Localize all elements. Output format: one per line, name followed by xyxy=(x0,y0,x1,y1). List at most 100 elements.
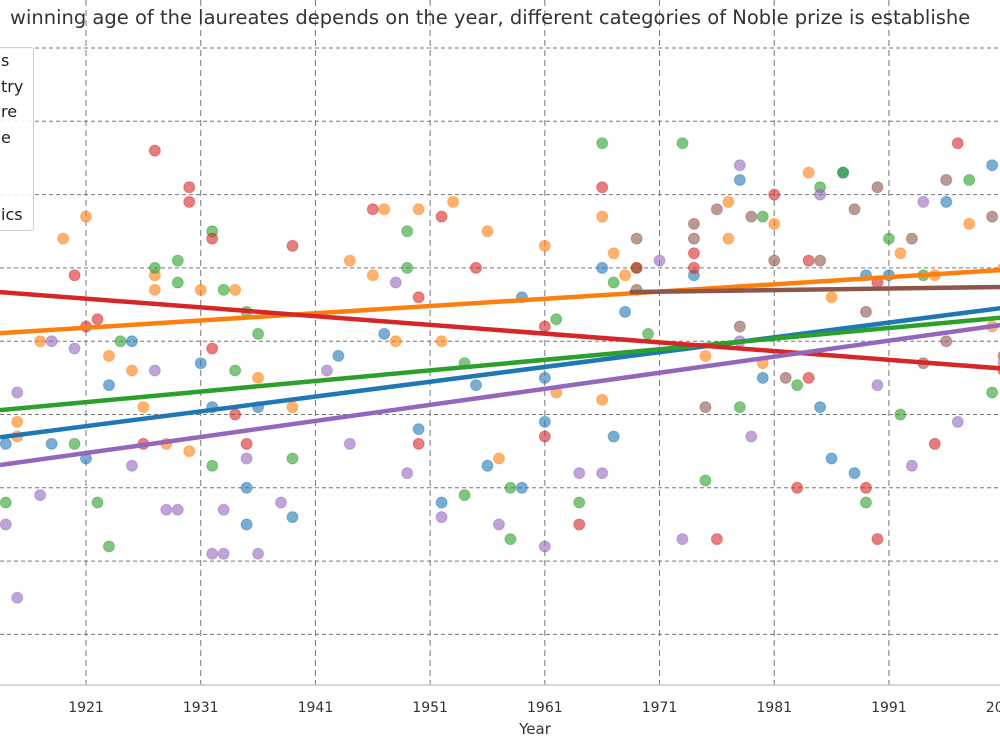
data-point xyxy=(905,232,918,245)
data-point xyxy=(148,364,161,377)
data-point xyxy=(607,430,620,443)
data-point xyxy=(963,173,976,186)
data-point xyxy=(859,481,872,494)
data-point xyxy=(435,511,448,524)
data-point xyxy=(45,335,58,348)
trend-line xyxy=(0,322,1000,468)
data-point xyxy=(940,173,953,186)
data-point xyxy=(699,474,712,487)
data-point xyxy=(435,210,448,223)
legend-entry: try xyxy=(1,76,24,96)
data-point xyxy=(11,415,24,428)
trend-line xyxy=(629,284,1000,295)
data-point xyxy=(596,467,609,480)
data-point xyxy=(194,357,207,370)
data-point xyxy=(538,320,551,333)
data-point xyxy=(940,335,953,348)
data-point xyxy=(905,459,918,472)
data-point xyxy=(619,269,632,282)
data-point xyxy=(171,276,184,289)
data-point xyxy=(0,496,12,509)
data-point xyxy=(550,313,563,326)
data-point xyxy=(217,547,230,560)
x-tick-label: 1931 xyxy=(183,700,219,716)
data-point xyxy=(412,437,425,450)
x-tick-label: 1961 xyxy=(527,700,563,716)
data-point xyxy=(125,364,138,377)
x-tick-label: 1941 xyxy=(298,700,334,716)
x-axis-label: Year xyxy=(518,720,552,738)
data-point xyxy=(871,181,884,194)
data-point xyxy=(745,210,758,223)
data-point xyxy=(504,481,517,494)
data-point xyxy=(768,217,781,230)
data-point xyxy=(102,540,115,553)
data-point xyxy=(756,371,769,384)
data-point xyxy=(206,232,219,245)
data-point xyxy=(68,342,81,355)
data-point xyxy=(252,371,265,384)
data-point xyxy=(240,437,253,450)
trend-lines xyxy=(0,267,1000,468)
data-point xyxy=(699,401,712,414)
data-point xyxy=(722,232,735,245)
data-point xyxy=(102,379,115,392)
data-point xyxy=(733,401,746,414)
data-point xyxy=(871,533,884,546)
data-point xyxy=(779,371,792,384)
data-point xyxy=(114,335,127,348)
data-point xyxy=(802,166,815,179)
legend-entry: s xyxy=(1,51,10,70)
data-point xyxy=(630,261,643,274)
data-point xyxy=(102,349,115,362)
data-point xyxy=(148,261,161,274)
data-point xyxy=(435,335,448,348)
data-point xyxy=(68,437,81,450)
data-point xyxy=(34,489,47,502)
chart-title: winning age of the laureates depends on … xyxy=(10,6,971,29)
grid xyxy=(0,0,1000,685)
data-point xyxy=(240,452,253,465)
data-point xyxy=(986,159,999,172)
data-point xyxy=(343,437,356,450)
data-point xyxy=(68,269,81,282)
data-point xyxy=(125,459,138,472)
data-point xyxy=(160,503,173,516)
data-point xyxy=(894,247,907,260)
data-point xyxy=(802,371,815,384)
data-point xyxy=(768,254,781,267)
data-point xyxy=(596,393,609,406)
data-point xyxy=(940,195,953,208)
data-point xyxy=(183,181,196,194)
data-point xyxy=(951,415,964,428)
data-point xyxy=(917,195,930,208)
data-point xyxy=(412,203,425,216)
data-point xyxy=(687,261,700,274)
legend-entry: ics xyxy=(1,205,23,225)
data-point xyxy=(80,210,93,223)
data-point xyxy=(687,247,700,260)
data-point xyxy=(481,225,494,238)
data-point xyxy=(183,445,196,458)
data-point xyxy=(642,327,655,340)
data-point xyxy=(45,437,58,450)
data-point xyxy=(825,291,838,304)
data-point xyxy=(389,276,402,289)
trend-line xyxy=(0,315,1000,413)
data-point xyxy=(848,203,861,216)
data-point xyxy=(229,364,242,377)
data-point xyxy=(859,305,872,318)
data-point xyxy=(837,166,850,179)
data-point xyxy=(607,276,620,289)
data-point xyxy=(286,401,299,414)
data-point xyxy=(401,261,414,274)
data-point xyxy=(504,533,517,546)
data-point xyxy=(378,327,391,340)
data-point xyxy=(791,481,804,494)
data-point xyxy=(401,467,414,480)
trend-line xyxy=(0,267,1000,336)
data-point xyxy=(630,232,643,245)
data-point xyxy=(57,232,70,245)
data-point xyxy=(412,291,425,304)
